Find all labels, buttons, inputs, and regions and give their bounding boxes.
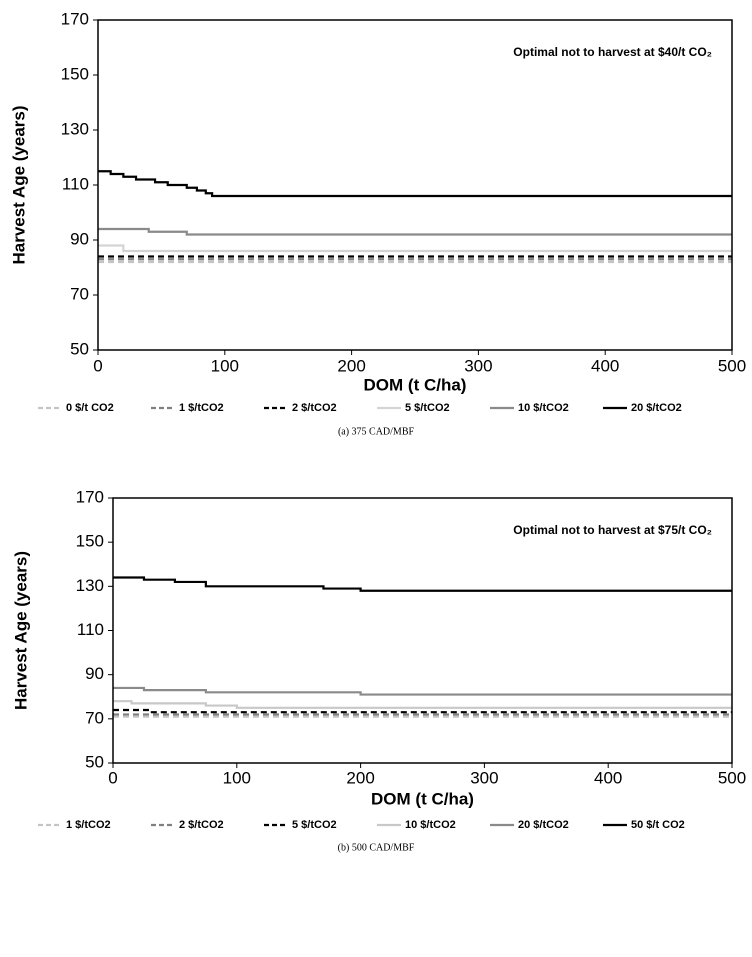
y-axis-label: Harvest Age (years) xyxy=(9,105,28,264)
annotation: Optimal not to harvest at $40/t CO₂ xyxy=(513,45,712,59)
x-tick-label: 500 xyxy=(718,356,746,375)
x-tick-label: 300 xyxy=(464,356,492,375)
y-tick-label: 70 xyxy=(70,284,89,303)
series-line xyxy=(113,686,732,696)
caption: (b) 500 CAD/MBF xyxy=(338,842,415,853)
x-tick-label: 400 xyxy=(591,356,619,375)
x-axis-label: DOM (t C/ha) xyxy=(371,789,474,808)
legend-label: 2 $/tCO2 xyxy=(292,402,337,414)
x-tick-label: 200 xyxy=(346,768,374,787)
y-tick-label: 50 xyxy=(70,339,89,358)
legend-label: 0 $/t CO2 xyxy=(66,402,114,414)
legend-label: 2 $/tCO2 xyxy=(179,819,224,831)
y-tick-label: 170 xyxy=(61,9,89,28)
y-tick-label: 150 xyxy=(76,532,104,551)
legend-label: 5 $/tCO2 xyxy=(292,819,337,831)
x-axis-label: DOM (t C/ha) xyxy=(364,375,467,394)
series-line xyxy=(98,244,732,253)
y-tick-label: 130 xyxy=(61,119,89,138)
y-tick-label: 170 xyxy=(76,487,104,506)
x-tick-label: 400 xyxy=(594,768,622,787)
series-line xyxy=(98,170,732,198)
annotation: Optimal not to harvest at $75/t CO₂ xyxy=(513,523,712,537)
y-tick-label: 150 xyxy=(61,64,89,83)
y-tick-label: 50 xyxy=(85,752,104,771)
y-tick-label: 90 xyxy=(85,664,104,683)
series-line xyxy=(113,576,732,592)
x-tick-label: 500 xyxy=(718,768,746,787)
caption: (a) 375 CAD/MBF xyxy=(338,426,415,437)
x-tick-label: 100 xyxy=(211,356,239,375)
legend-label: 10 $/tCO2 xyxy=(518,402,569,414)
y-tick-label: 90 xyxy=(70,229,89,248)
plot-frame xyxy=(97,19,733,351)
x-tick-label: 100 xyxy=(223,768,251,787)
x-tick-label: 0 xyxy=(108,768,117,787)
legend-label: 20 $/tCO2 xyxy=(631,402,682,414)
legend-label: 5 $/tCO2 xyxy=(405,402,450,414)
series-line xyxy=(113,700,732,709)
plot-frame xyxy=(112,497,733,764)
y-tick-label: 70 xyxy=(85,708,104,727)
y-axis-label: Harvest Age (years) xyxy=(11,551,30,710)
x-tick-label: 300 xyxy=(470,768,498,787)
y-tick-label: 130 xyxy=(76,576,104,595)
series-line xyxy=(98,227,732,236)
legend-label: 50 $/t CO2 xyxy=(631,819,685,831)
legend-label: 10 $/tCO2 xyxy=(405,819,456,831)
legend-label: 1 $/tCO2 xyxy=(66,819,111,831)
legend-label: 1 $/tCO2 xyxy=(179,402,224,414)
y-tick-label: 110 xyxy=(62,174,89,193)
x-tick-label: 0 xyxy=(93,356,102,375)
legend-label: 20 $/tCO2 xyxy=(518,819,569,831)
x-tick-label: 200 xyxy=(337,356,365,375)
y-tick-label: 110 xyxy=(77,620,104,639)
series-line xyxy=(113,708,732,714)
